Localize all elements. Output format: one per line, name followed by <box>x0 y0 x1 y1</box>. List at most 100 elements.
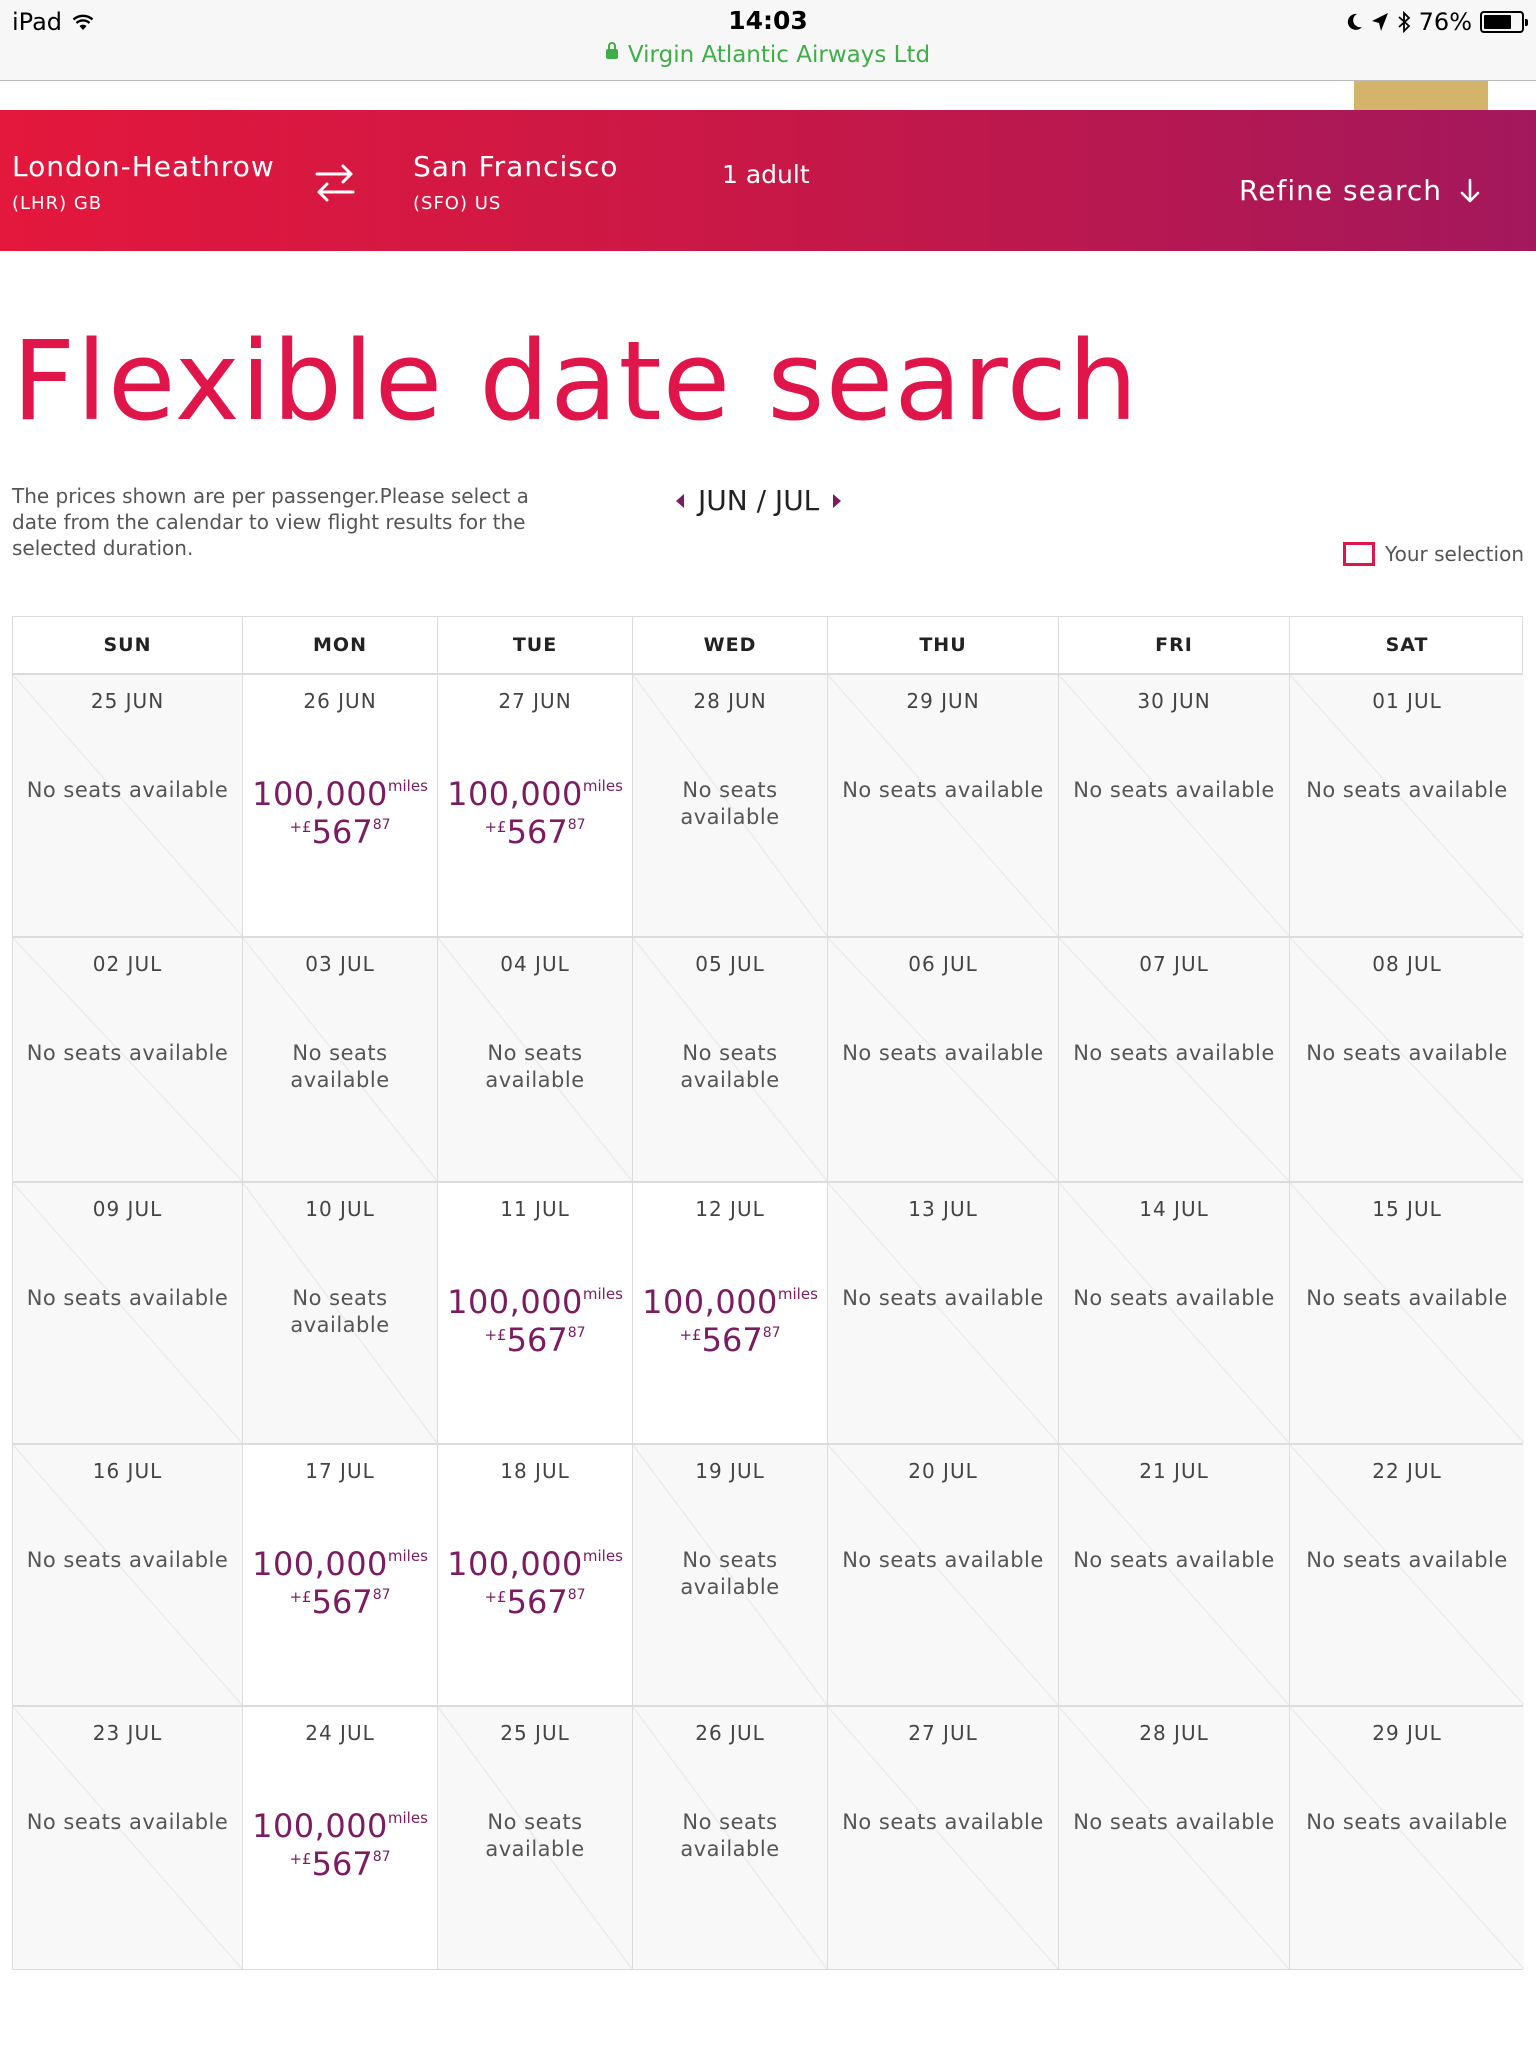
date-label: 20 JUL <box>908 1459 978 1483</box>
weekday-mon: MON <box>243 617 438 673</box>
miles-unit: miles <box>582 777 623 795</box>
fee-pence: 87 <box>567 817 586 833</box>
date-cell-available[interactable]: 24 JUL 100,000miles +£56787 <box>243 1707 438 1969</box>
month-navigator: JUN / JUL <box>676 484 842 517</box>
arrow-down-icon <box>1460 178 1480 202</box>
no-seats-message: No seats available <box>842 778 1044 802</box>
date-cell-available[interactable]: 11 JUL 100,000miles +£56787 <box>438 1183 633 1443</box>
miles-amount: 100,000 <box>252 1807 388 1845</box>
calendar-week-row: 16 JUL No seats available 17 JUL 100,000mil… <box>13 1445 1524 1707</box>
date-cell-unavailable: 13 JUL No seats available <box>828 1183 1059 1443</box>
fee-amount: 567 <box>506 1583 568 1621</box>
fee-pence: 87 <box>762 1325 781 1341</box>
date-label: 27 JUL <box>908 1721 978 1745</box>
lock-icon <box>605 41 618 59</box>
date-cell-available[interactable]: 27 JUN 100,000miles +£56787 <box>438 675 633 936</box>
weekday-tue: TUE <box>438 617 633 673</box>
fee-pence: 87 <box>567 1587 586 1603</box>
destination-city: San Francisco <box>413 150 619 183</box>
date-cell-available[interactable]: 18 JUL 100,000miles +£56787 <box>438 1445 633 1705</box>
date-cell-unavailable: 19 JUL No seats available <box>633 1445 828 1705</box>
date-label: 29 JUN <box>906 689 980 713</box>
legend-label: Your selection <box>1385 542 1524 566</box>
fee-price: +£56787 <box>243 1583 437 1621</box>
date-label: 06 JUL <box>908 952 978 976</box>
nav-accent-block[interactable] <box>1354 81 1488 110</box>
date-cell-unavailable: 16 JUL No seats available <box>13 1445 243 1705</box>
no-seats-message: No seats available <box>1073 1810 1275 1834</box>
date-label: 27 JUN <box>498 689 572 713</box>
date-cell-available[interactable]: 26 JUN 100,000miles +£56787 <box>243 675 438 936</box>
fee-prefix: +£ <box>484 1588 507 1606</box>
origin-code: (LHR) GB <box>12 193 103 214</box>
address-bar[interactable]: Virgin Atlantic Airways Ltd <box>0 41 1536 68</box>
date-label: 28 JUL <box>1139 1721 1209 1745</box>
no-seats-message: No seats available <box>842 1810 1044 1834</box>
date-cell-unavailable: 23 JUL No seats available <box>13 1707 243 1969</box>
weekday-header: SUN MON TUE WED THU FRI SAT <box>13 617 1522 675</box>
date-cell-unavailable: 25 JUL No seats available <box>438 1707 633 1969</box>
date-label: 19 JUL <box>695 1459 765 1483</box>
fee-price: +£56787 <box>633 1321 827 1359</box>
refine-search-button[interactable]: Refine search <box>1239 174 1480 207</box>
date-label: 13 JUL <box>908 1197 978 1221</box>
date-label: 28 JUN <box>693 689 767 713</box>
weekday-thu: THU <box>828 617 1059 673</box>
weekday-wed: WED <box>633 617 828 673</box>
date-cell-unavailable: 14 JUL No seats available <box>1059 1183 1290 1443</box>
date-label: 15 JUL <box>1372 1197 1442 1221</box>
date-cell-unavailable: 21 JUL No seats available <box>1059 1445 1290 1705</box>
flexible-date-calendar: SUN MON TUE WED THU FRI SAT 25 JUN No seats ava… <box>12 616 1524 1970</box>
selection-legend: Your selection <box>1343 542 1524 566</box>
date-cell-unavailable: 07 JUL No seats available <box>1059 938 1290 1181</box>
date-cell-unavailable: 10 JUL No seats available <box>243 1183 438 1443</box>
no-seats-message: No seats available <box>26 1286 229 1310</box>
date-label: 02 JUL <box>92 952 163 976</box>
date-label: 21 JUL <box>1139 1459 1209 1483</box>
date-label: 17 JUL <box>305 1459 375 1483</box>
miles-amount: 100,000 <box>447 775 583 813</box>
previous-month-icon[interactable] <box>676 493 684 508</box>
miles-unit: miles <box>777 1285 818 1303</box>
date-label: 01 JUL <box>1372 689 1442 713</box>
wifi-icon <box>72 14 94 30</box>
month-label: JUN / JUL <box>698 484 820 517</box>
miles-price: 100,000miles <box>243 1807 437 1845</box>
no-seats-message: No seats available <box>26 1548 229 1572</box>
fee-amount: 567 <box>701 1321 763 1359</box>
date-cell-unavailable: 29 JUL No seats available <box>1290 1707 1524 1969</box>
bluetooth-icon <box>1398 11 1410 33</box>
date-cell-unavailable: 15 JUL No seats available <box>1290 1183 1524 1443</box>
status-right: 76% <box>1345 8 1528 36</box>
miles-amount: 100,000 <box>252 775 388 813</box>
date-label: 10 JUL <box>305 1197 375 1221</box>
status-left: iPad <box>12 8 94 36</box>
date-cell-unavailable: 20 JUL No seats available <box>828 1445 1059 1705</box>
calendar-body: 25 JUN No seats available 26 JUN 100,000mil… <box>13 675 1524 1969</box>
fee-price: +£56787 <box>438 1321 632 1359</box>
clock: 14:03 <box>728 6 808 35</box>
date-label: 22 JUL <box>1372 1459 1442 1483</box>
fee-prefix: +£ <box>289 1588 312 1606</box>
fee-amount: 567 <box>506 1321 568 1359</box>
battery-percent: 76% <box>1418 8 1472 36</box>
date-cell-unavailable: 30 JUN No seats available <box>1059 675 1290 936</box>
miles-amount: 100,000 <box>642 1283 778 1321</box>
no-seats-message: No seats available <box>26 1810 229 1834</box>
next-month-icon[interactable] <box>833 493 842 508</box>
date-cell-available[interactable]: 17 JUL 100,000miles +£56787 <box>243 1445 438 1705</box>
moon-icon <box>1347 13 1362 30</box>
weekday-fri: FRI <box>1059 617 1290 673</box>
no-seats-message: No seats available <box>1306 1286 1508 1310</box>
fee-amount: 567 <box>311 1583 373 1621</box>
date-label: 03 JUL <box>305 952 375 976</box>
date-cell-available[interactable]: 12 JUL 100,000miles +£56787 <box>633 1183 828 1443</box>
date-label: 07 JUL <box>1139 952 1209 976</box>
date-label: 11 JUL <box>500 1197 570 1221</box>
fee-prefix: +£ <box>484 818 507 836</box>
date-label: 30 JUN <box>1137 689 1211 713</box>
no-seats-message: No seats available <box>842 1041 1044 1065</box>
no-seats-message: No seats available <box>1073 778 1275 802</box>
fee-prefix: +£ <box>289 1850 312 1868</box>
fee-amount: 567 <box>311 813 373 851</box>
